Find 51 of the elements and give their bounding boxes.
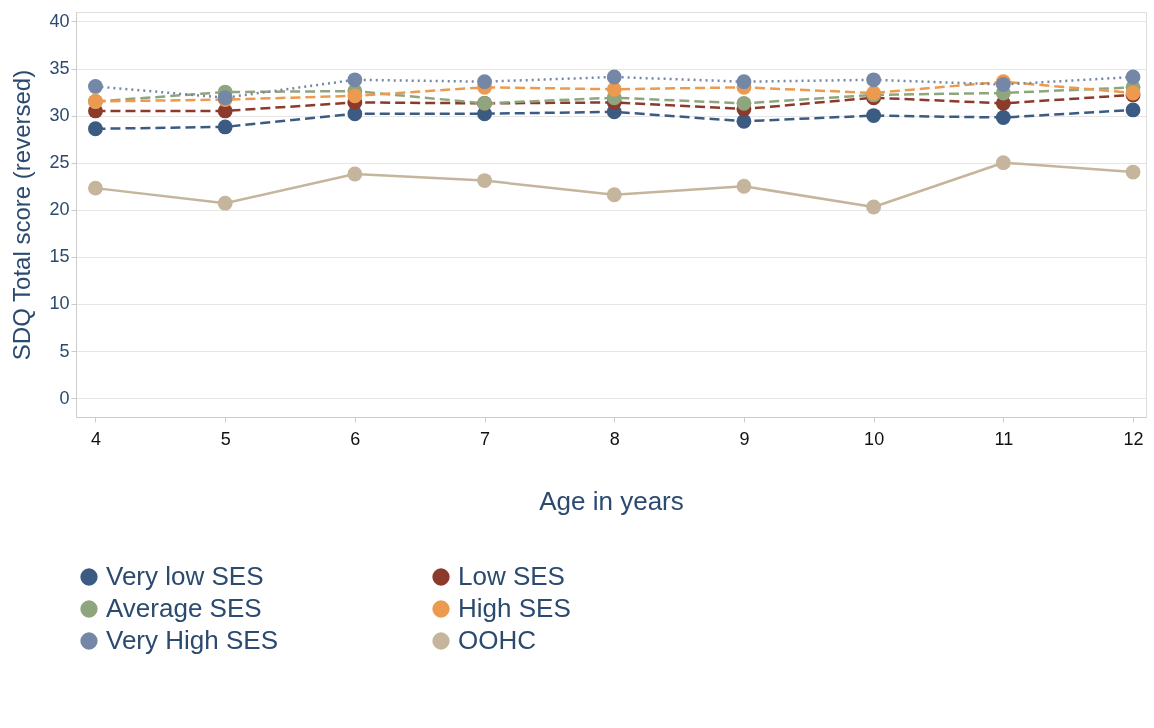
point: [736, 113, 752, 129]
point: [477, 74, 492, 90]
point: [217, 119, 233, 135]
point: [995, 155, 1011, 171]
point: [736, 74, 752, 90]
y-tick-label: 5: [59, 340, 70, 361]
x-tick-label: 8: [609, 428, 620, 449]
point: [736, 178, 752, 194]
point: [88, 79, 103, 94]
point: [477, 173, 492, 188]
legend-label: Very low SES: [106, 561, 264, 591]
x-tick-label: 5: [220, 428, 231, 449]
legend-label: High SES: [458, 593, 571, 623]
point: [1125, 69, 1141, 85]
point: [606, 187, 622, 203]
legend-label: Very High SES: [106, 625, 278, 655]
point: [347, 88, 363, 104]
point: [1125, 102, 1141, 118]
y-tick-label: 0: [59, 387, 70, 408]
x-tick-label: 4: [90, 428, 101, 449]
legend-label: Average SES: [106, 593, 262, 623]
x-tick-label: 7: [480, 428, 491, 449]
x-tick-label: 11: [994, 428, 1014, 449]
point: [347, 166, 363, 182]
point: [1125, 164, 1141, 180]
point: [736, 95, 752, 111]
y-tick-label: 10: [49, 293, 70, 314]
point: [217, 195, 233, 211]
y-tick-label: 15: [49, 246, 70, 267]
point: [866, 72, 882, 88]
legend-label: Low SES: [458, 561, 565, 591]
point: [606, 69, 622, 85]
x-tick-label: 9: [739, 428, 750, 449]
x-tick-label: 12: [1123, 428, 1144, 449]
point: [606, 81, 622, 97]
x-tick-label: 6: [350, 428, 361, 449]
y-tick-label: 30: [49, 105, 70, 126]
point: [347, 72, 363, 88]
y-axis-title: SDQ Total score (reversed): [8, 69, 36, 361]
point: [995, 110, 1011, 125]
point: [866, 199, 882, 215]
y-tick-label: 40: [49, 10, 70, 31]
point: [866, 108, 882, 124]
point: [88, 180, 103, 196]
point: [88, 121, 103, 137]
y-tick-label: 25: [49, 152, 70, 173]
y-tick-label: 35: [49, 58, 70, 79]
x-tick-label: 10: [864, 428, 885, 449]
x-axis-title: Age in years: [539, 485, 684, 516]
legend-label: OOHC: [458, 625, 536, 655]
y-tick-label: 20: [49, 199, 70, 220]
